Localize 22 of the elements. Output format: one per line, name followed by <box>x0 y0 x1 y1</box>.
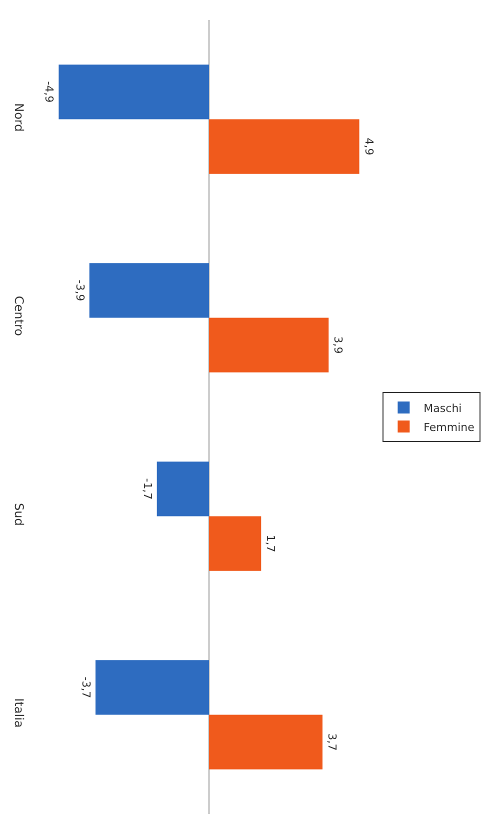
data-label: -3,9 <box>73 280 86 302</box>
bar <box>209 318 329 372</box>
data-label: 1,7 <box>264 534 278 552</box>
y-tick-label: Centro <box>12 296 26 336</box>
data-label: -4,9 <box>42 81 56 103</box>
bar <box>58 64 209 120</box>
bar <box>209 119 360 174</box>
data-label: 4,9 <box>362 138 376 156</box>
bar <box>156 462 209 516</box>
data-label: -3,7 <box>80 676 93 698</box>
y-tick-label: Nord <box>12 103 26 132</box>
data-label: -1,7 <box>140 478 154 500</box>
legend-label: Femmine <box>424 420 475 434</box>
y-tick-label: Italia <box>12 698 26 728</box>
bar <box>89 263 209 318</box>
bar <box>96 660 209 715</box>
bar <box>209 516 262 571</box>
data-label: 3,9 <box>332 336 345 354</box>
y-tick-label: Sud <box>12 503 26 526</box>
bar <box>209 714 322 770</box>
legend-label: Maschi <box>424 402 462 415</box>
data-label: 3,7 <box>325 733 338 751</box>
